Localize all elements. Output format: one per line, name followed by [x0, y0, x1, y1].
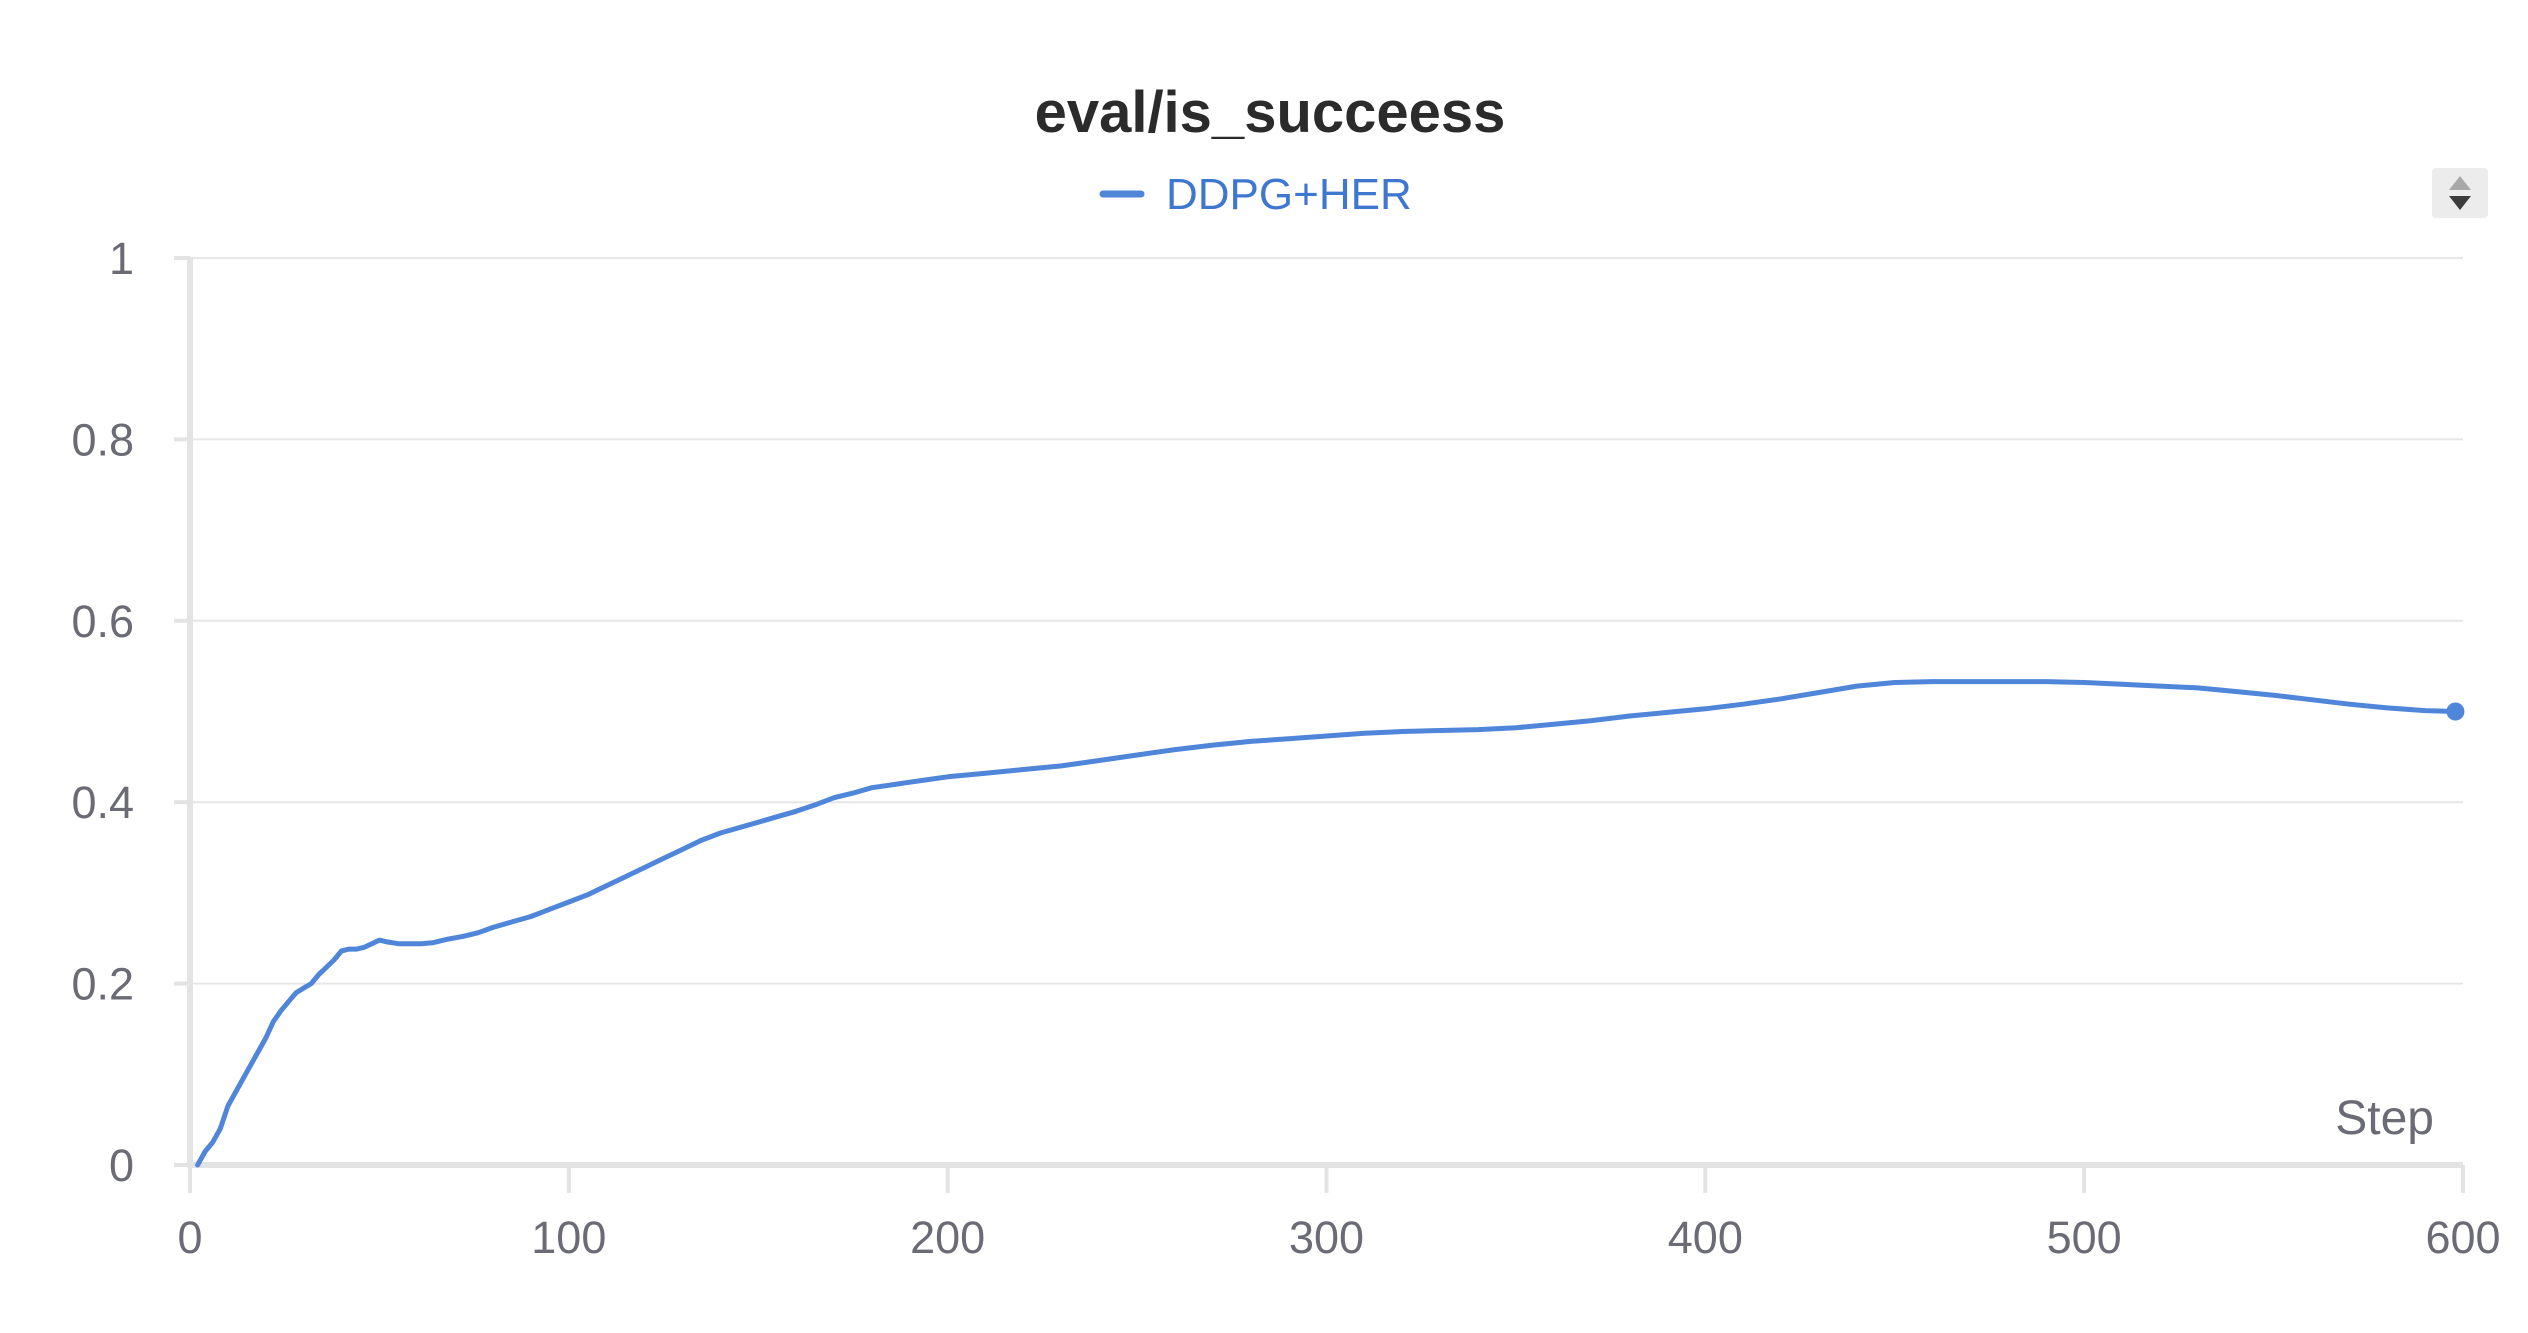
x-tick-label: 500 — [2047, 1212, 2122, 1263]
legend[interactable]: DDPG+HER — [1099, 170, 1412, 219]
y-tick-label: 0.8 — [71, 414, 134, 465]
y-tick-label: 0.4 — [71, 777, 134, 828]
chart-title: eval/is_succeess — [1035, 80, 1506, 145]
series-line-ddpg-her[interactable] — [195, 679, 2458, 1168]
y-tick-label: 0.6 — [71, 596, 134, 647]
x-tick-label: 0 — [177, 1212, 202, 1263]
y-tick-label: 0 — [109, 1140, 134, 1191]
legend-sort-button[interactable] — [2432, 168, 2488, 218]
sort-arrows-icon — [2449, 176, 2471, 210]
axes — [187, 258, 2463, 1168]
y-axis-ticks: 0 0.2 0.4 0.6 0.8 1 — [71, 233, 190, 1191]
series-end-point[interactable] — [2446, 702, 2465, 721]
x-axis-ticks: 0 100 200 300 400 500 600 — [177, 1165, 2501, 1263]
series-layer — [195, 679, 2465, 1168]
x-tick-label: 100 — [531, 1212, 606, 1263]
x-tick-label: 600 — [2425, 1212, 2500, 1263]
x-tick-label: 200 — [910, 1212, 985, 1263]
x-tick-label: 400 — [1668, 1212, 1743, 1263]
legend-label[interactable]: DDPG+HER — [1166, 170, 1412, 219]
x-axis-title: Step — [2335, 1092, 2434, 1145]
sort-button-bg — [2432, 168, 2488, 218]
y-tick-label: 0.2 — [71, 959, 134, 1010]
x-tick-label: 300 — [1289, 1212, 1364, 1263]
grid-lines — [190, 257, 2463, 985]
y-tick-label: 1 — [109, 233, 134, 284]
